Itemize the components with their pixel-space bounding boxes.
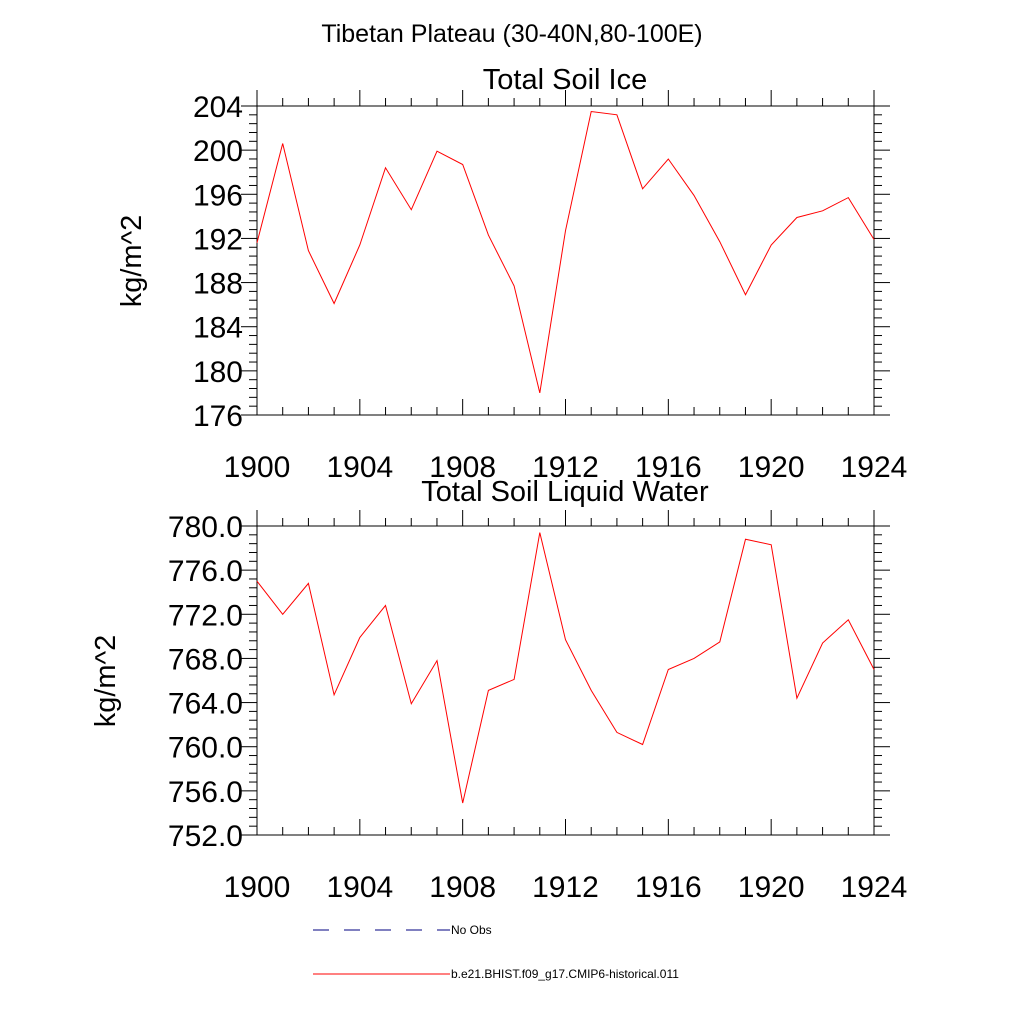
y-tick-label: 184: [193, 312, 243, 345]
tick-group: 1900 1904 1908 1912 1916 1920 1924 752.0 756.0 76…: [168, 510, 907, 904]
y-tick-label: 764.0: [168, 688, 243, 721]
y-tick-label: 776.0: [168, 555, 243, 588]
plot-frame: [256, 525, 875, 836]
y-tick-label: 760.0: [168, 732, 243, 765]
series-group: [256, 110, 875, 394]
legend: No Obs b.e21.BHIST.f09_g17.CMIP6-histori…: [313, 923, 679, 981]
y-tick-label: 752.0: [168, 820, 243, 853]
tick-group: 1900 1904 1908 1912 1916 1920 1924 176 180 184 188…: [193, 90, 907, 484]
y-tick-label: 772.0: [168, 599, 243, 632]
x-tick-label: 1900: [224, 871, 291, 904]
y-tick-label: 756.0: [168, 776, 243, 809]
legend-label: b.e21.BHIST.f09_g17.CMIP6-historical.011: [451, 967, 679, 981]
y-tick-label: 200: [193, 135, 243, 168]
y-axis-label: kg/m^2: [116, 215, 148, 308]
y-tick-label: 780.0: [168, 511, 243, 544]
x-tick-label: 1908: [429, 451, 496, 484]
x-tick-label: 1924: [841, 871, 908, 904]
figure-suptitle: Tibetan Plateau (30-40N,80-100E): [321, 20, 702, 48]
y-tick-label: 180: [193, 356, 243, 389]
x-tick-label: 1912: [532, 871, 599, 904]
y-tick-label: 196: [193, 179, 243, 212]
x-tick-label: 1900: [224, 451, 291, 484]
x-tick-label: 1916: [635, 871, 702, 904]
plot-total-soil-liquid-water: Total Soil Liquid Water kg/m^2 1900 1904 1…: [90, 476, 907, 904]
y-tick-label: 188: [193, 268, 243, 301]
x-tick-label: 1904: [326, 871, 393, 904]
legend-item-model-run: b.e21.BHIST.f09_g17.CMIP6-historical.011: [313, 967, 679, 981]
x-tick-label: 1912: [532, 451, 599, 484]
y-tick-label: 204: [193, 91, 243, 124]
series-line: [256, 532, 875, 804]
y-axis-label: kg/m^2: [90, 635, 122, 728]
y-tick-label: 768.0: [168, 643, 243, 676]
series-line: [256, 110, 875, 394]
plot-title: Total Soil Liquid Water: [421, 476, 709, 508]
x-tick-label: 1920: [738, 451, 805, 484]
x-tick-label: 1924: [841, 451, 908, 484]
y-tick-label: 192: [193, 223, 243, 256]
legend-label: No Obs: [451, 923, 492, 937]
y-tick-label: 176: [193, 400, 243, 433]
plot-frame: [256, 105, 875, 416]
x-tick-label: 1904: [326, 451, 393, 484]
series-group: [256, 532, 875, 804]
x-tick-label: 1908: [429, 871, 496, 904]
legend-item-no-obs: No Obs: [313, 923, 492, 937]
plot-total-soil-ice: Total Soil Ice kg/m^2 1900 1904 1908 1912 19…: [116, 64, 907, 484]
x-tick-label: 1916: [635, 451, 702, 484]
x-tick-label: 1920: [738, 871, 805, 904]
